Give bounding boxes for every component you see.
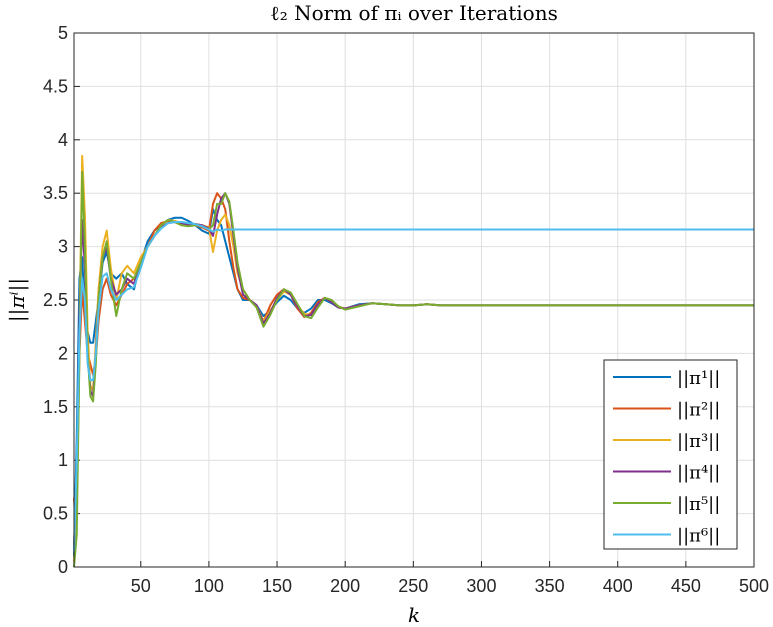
series-line-6 (73, 221, 754, 552)
y-tick-label: 0.5 (43, 504, 68, 524)
y-tick-label: 1.5 (43, 397, 68, 417)
legend-label-6: ||π⁶|| (677, 526, 720, 547)
legend-label-2: ||π²|| (677, 400, 720, 421)
y-tick-label: 2.5 (43, 290, 68, 310)
y-tick-label: 1 (58, 450, 68, 470)
x-tick-labels: 50 100 150 200 250 300 350 400 450 500 (131, 576, 769, 596)
x-tick-label: 400 (603, 576, 633, 596)
x-tick-label: 150 (262, 576, 292, 596)
plot-area-frame (73, 32, 755, 568)
x-axis-label: k (408, 603, 420, 627)
y-tick-label: 4.5 (43, 76, 68, 96)
series-line-5 (73, 170, 754, 568)
y-tick-label: 0 (58, 557, 68, 577)
y-tick-label: 2 (58, 343, 68, 363)
y-tick-label: 4 (58, 130, 68, 150)
legend-label-1: ||π¹|| (677, 368, 720, 389)
legend-label-3: ||π³|| (677, 431, 720, 452)
series-lines (73, 154, 754, 568)
x-tick-label: 300 (466, 576, 496, 596)
legend: ||π¹|| ||π²|| ||π³|| ||π⁴|| ||π⁵|| ||π⁶|| (603, 359, 738, 550)
x-tick-label: 50 (131, 576, 151, 596)
y-tick-label: 3.5 (43, 183, 68, 203)
y-tick-label: 3 (58, 237, 68, 257)
x-tick-label: 350 (535, 576, 565, 596)
x-tick-label: 500 (739, 576, 769, 596)
legend-label-4: ||π⁴|| (677, 463, 720, 484)
legend-label-5: ||π⁵|| (677, 494, 720, 515)
y-axis-label: ||πⁱ|| (5, 278, 30, 322)
y-tick-label: 5 (58, 23, 68, 43)
x-tick-label: 200 (330, 576, 360, 596)
x-tick-label: 450 (671, 576, 701, 596)
chart-title: ℓ₂ Norm of πᵢ over Iterations (270, 1, 558, 25)
x-tick-label: 250 (398, 576, 428, 596)
y-tick-labels: 0 0.5 1 1.5 2 2.5 3 3.5 4 4.5 5 (43, 23, 68, 577)
x-tick-label: 100 (194, 576, 224, 596)
legend-box (603, 359, 738, 550)
